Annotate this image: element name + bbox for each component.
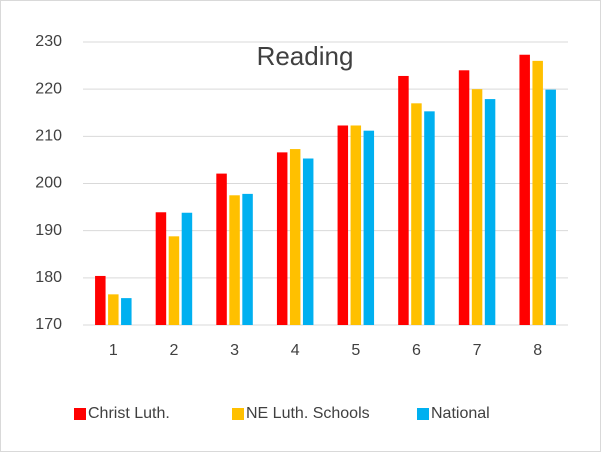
y-tick-label: 200	[35, 175, 62, 192]
x-tick-label: 7	[473, 342, 482, 359]
bar	[276, 152, 288, 325]
bar	[289, 149, 301, 325]
bar	[471, 89, 483, 326]
bar	[532, 60, 543, 325]
x-tick-label: 8	[533, 342, 542, 359]
y-tick-label: 180	[35, 269, 62, 286]
bar	[545, 89, 556, 325]
bar	[229, 195, 240, 325]
x-tick-label: 4	[291, 342, 300, 359]
y-tick-label: 190	[35, 222, 62, 239]
y-tick-label: 210	[35, 128, 62, 145]
bar	[108, 294, 119, 325]
bar	[337, 125, 349, 325]
x-tick-label: 2	[169, 342, 178, 359]
bar	[519, 54, 530, 326]
y-tick-label: 230	[35, 33, 62, 50]
bar	[302, 158, 314, 325]
bar	[181, 212, 193, 325]
legend-label: National	[431, 405, 490, 422]
x-tick-label: 3	[230, 342, 239, 359]
bar	[398, 75, 409, 326]
bar	[424, 111, 435, 326]
bar	[95, 275, 106, 325]
bar	[155, 212, 167, 325]
chart-title: Reading	[257, 41, 354, 71]
x-tick-label: 6	[412, 342, 421, 359]
bar	[350, 125, 362, 325]
bar	[242, 193, 253, 325]
bar	[484, 99, 496, 326]
x-tick-label: 1	[109, 342, 118, 359]
y-tick-label: 220	[35, 80, 62, 97]
legend-swatch	[417, 408, 429, 420]
legend-label: Christ Luth.	[88, 405, 170, 422]
bar	[458, 70, 470, 325]
bar	[216, 173, 227, 325]
bar	[363, 130, 375, 325]
bar	[121, 298, 132, 325]
x-tick-label: 5	[351, 342, 360, 359]
y-tick-label: 170	[35, 316, 62, 333]
legend-label: NE Luth. Schools	[246, 405, 370, 422]
legend-swatch	[232, 408, 244, 420]
bar	[168, 236, 180, 325]
legend-swatch	[74, 408, 86, 420]
bar	[411, 103, 422, 325]
